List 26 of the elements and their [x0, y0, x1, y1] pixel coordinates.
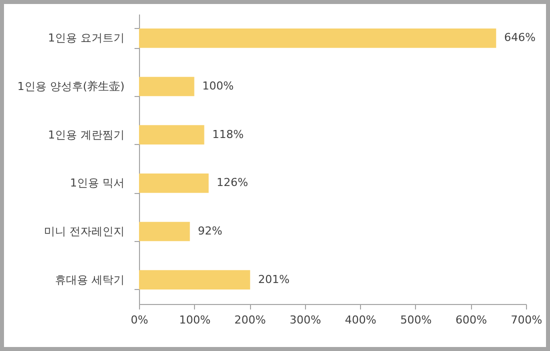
x-tick-label: 200%: [234, 314, 266, 326]
x-tick-label: 500%: [400, 314, 432, 326]
bar: [139, 174, 209, 193]
x-tick-label: 0%: [130, 314, 148, 326]
bar: [139, 125, 204, 144]
x-tick-label: 400%: [344, 314, 376, 326]
data-label: 92%: [198, 224, 222, 238]
bar: [139, 28, 496, 48]
bar: [139, 270, 250, 290]
y-tick-label: 1인용 요거트기: [48, 32, 124, 45]
x-tick-label: 300%: [290, 314, 322, 326]
data-label: 646%: [504, 31, 536, 44]
data-label: 100%: [202, 80, 234, 92]
data-label: 126%: [216, 176, 248, 190]
data-label: 118%: [212, 128, 244, 141]
y-tick-label: 1인용 믹서: [70, 176, 124, 190]
y-tick-label: 미니 전자레인지: [44, 225, 124, 238]
bar: [139, 76, 194, 96]
bar: [139, 222, 190, 242]
x-tick-label: 600%: [455, 314, 487, 326]
x-tick-label: 100%: [179, 314, 211, 326]
data-label: 201%: [258, 272, 290, 286]
x-tick-label: 700%: [510, 314, 542, 326]
y-tick-label: 1인용 계란찜기: [48, 128, 124, 142]
y-tick-label: 휴대용 세탁기: [55, 273, 124, 286]
y-tick-label: 1인용 양성후(养生壶): [17, 80, 124, 93]
